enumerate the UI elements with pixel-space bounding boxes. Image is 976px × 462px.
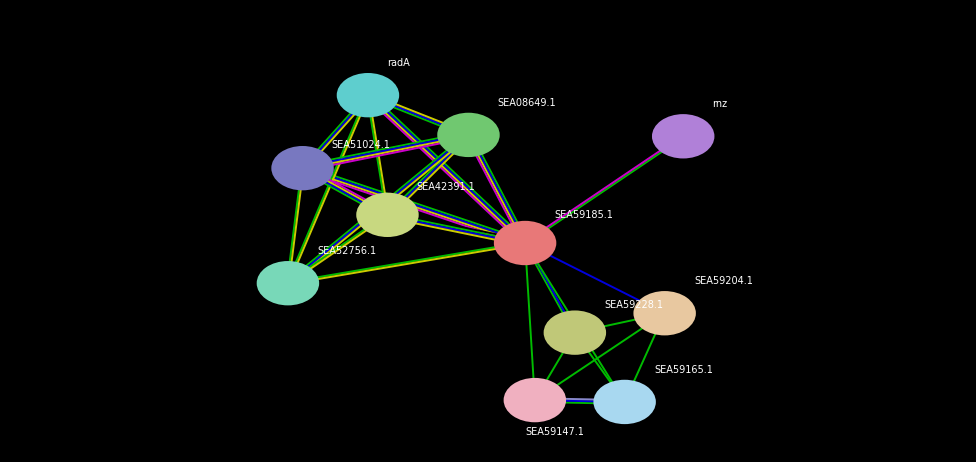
- Text: radA: radA: [387, 58, 410, 68]
- Text: SEA59228.1: SEA59228.1: [604, 300, 663, 310]
- Text: SEA52756.1: SEA52756.1: [317, 246, 377, 256]
- Ellipse shape: [652, 114, 714, 158]
- Text: SEA59185.1: SEA59185.1: [554, 210, 613, 220]
- Ellipse shape: [633, 291, 696, 335]
- Text: SEA59204.1: SEA59204.1: [694, 276, 752, 286]
- Text: SEA08649.1: SEA08649.1: [498, 97, 556, 108]
- Text: rnz: rnz: [712, 99, 727, 109]
- Text: SEA42391.1: SEA42391.1: [417, 182, 475, 192]
- Ellipse shape: [257, 261, 319, 305]
- Ellipse shape: [337, 73, 399, 117]
- Text: SEA51024.1: SEA51024.1: [332, 140, 390, 150]
- Ellipse shape: [504, 378, 566, 422]
- Ellipse shape: [494, 221, 556, 265]
- Ellipse shape: [356, 193, 419, 237]
- Text: SEA59147.1: SEA59147.1: [525, 427, 584, 438]
- Ellipse shape: [544, 310, 606, 355]
- Ellipse shape: [437, 113, 500, 157]
- Text: SEA59165.1: SEA59165.1: [654, 365, 712, 375]
- Ellipse shape: [271, 146, 334, 190]
- Ellipse shape: [593, 380, 656, 424]
